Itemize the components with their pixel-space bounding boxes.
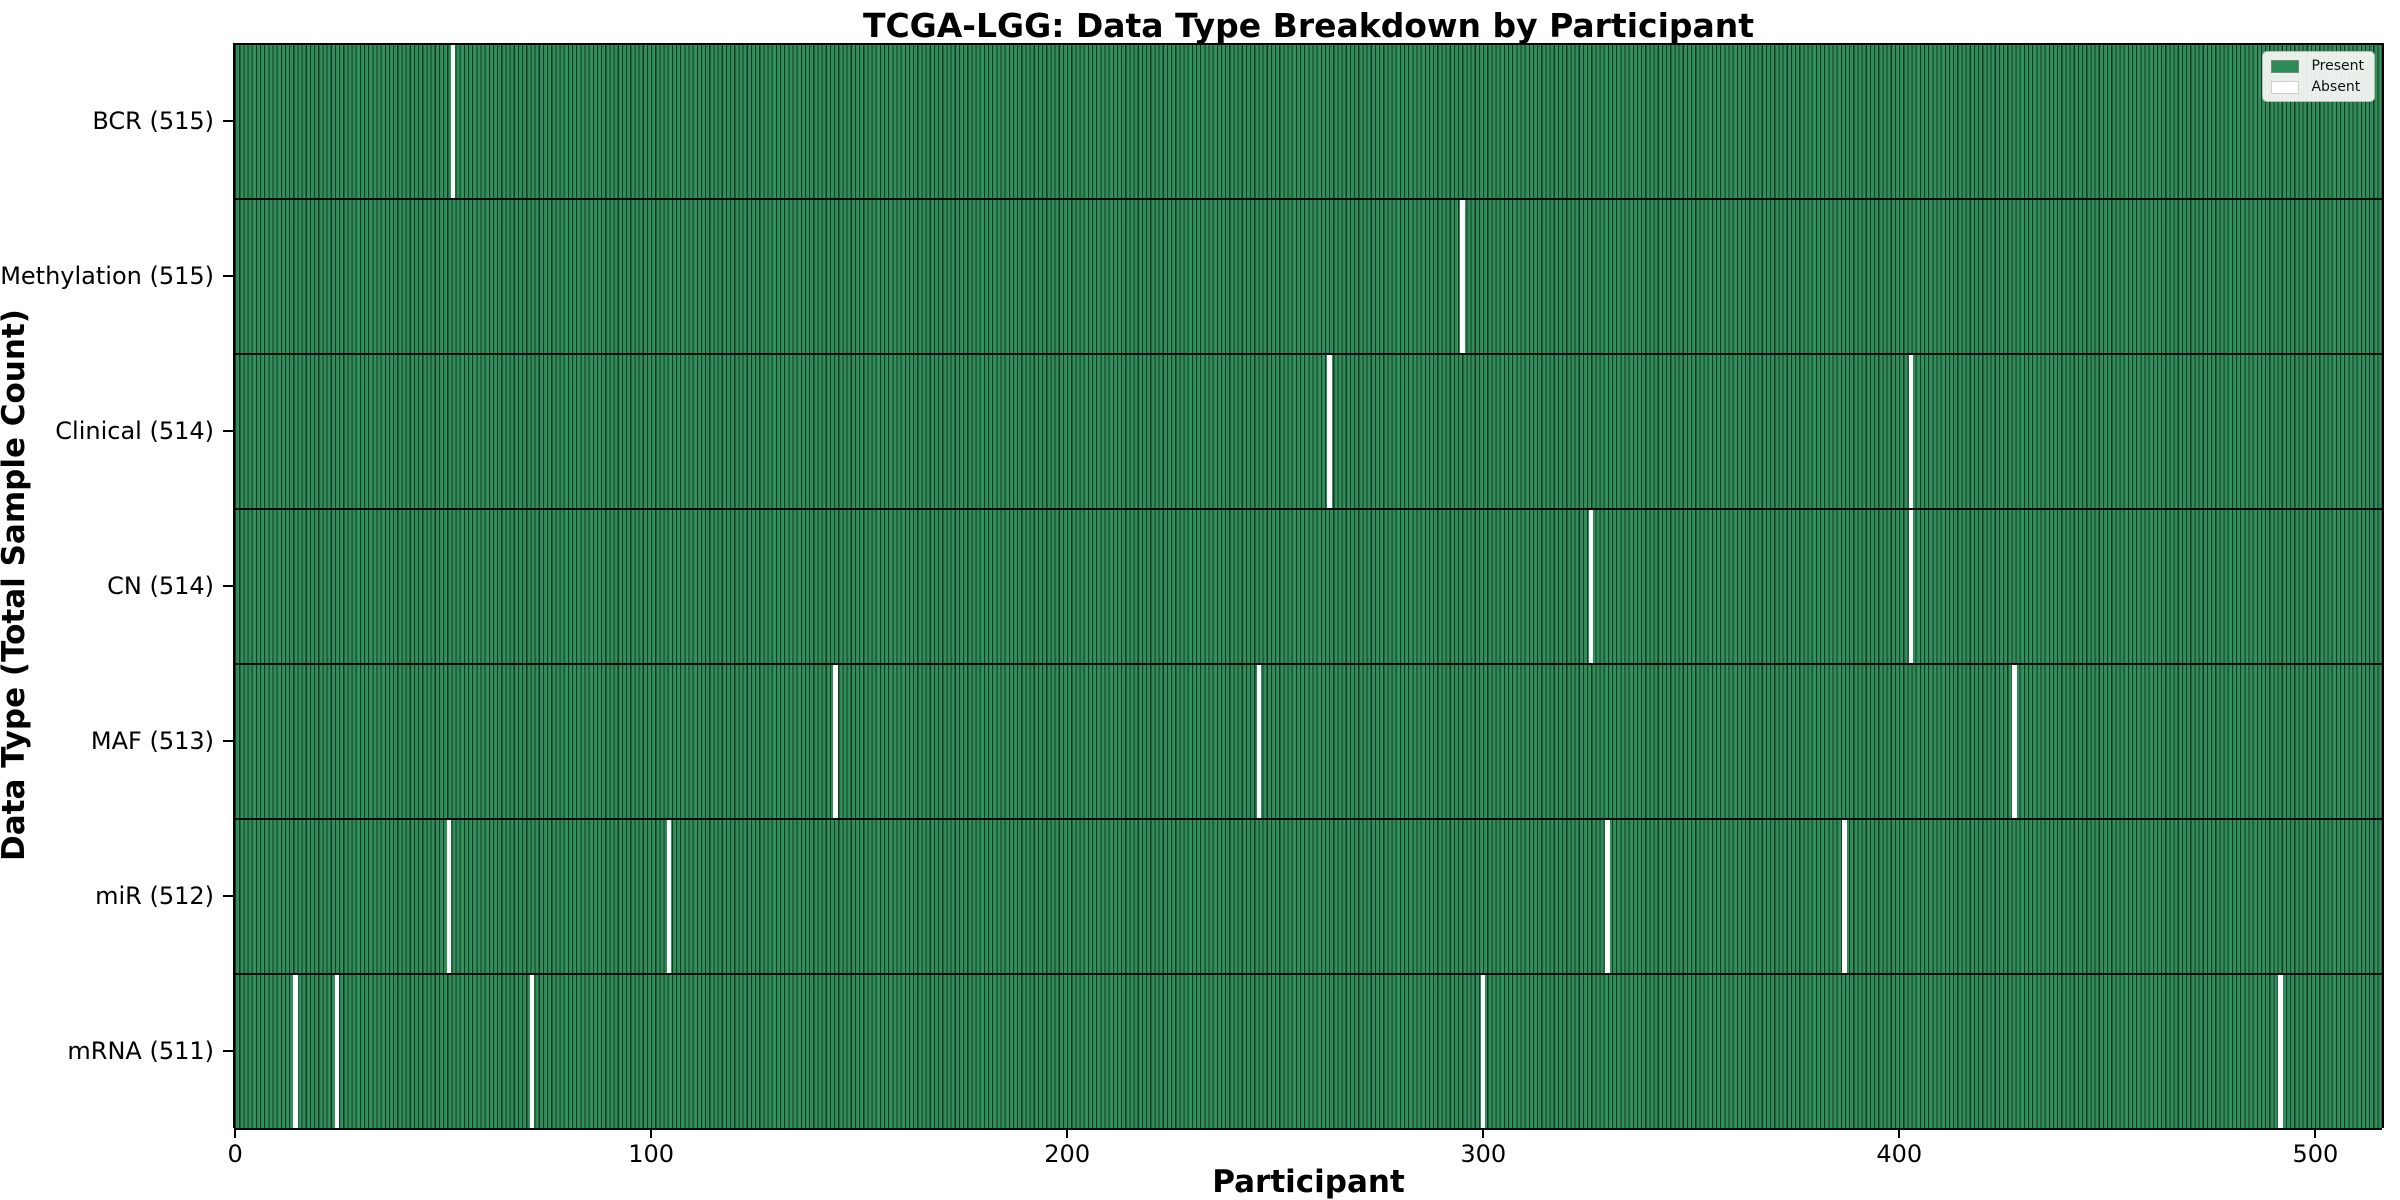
absent-gap	[450, 45, 456, 198]
y-tick-mark	[223, 894, 233, 897]
absent-gap	[1908, 510, 1914, 663]
absent-gap	[293, 975, 298, 1128]
x-tick-label-500: 500	[2292, 1140, 2339, 1168]
x-tick-label-300: 300	[1460, 1140, 1507, 1168]
legend: Present Absent	[2262, 51, 2375, 102]
x-axis-label: Participant	[1212, 1164, 1405, 1200]
legend-label-absent: Absent	[2311, 79, 2361, 95]
present-swatch	[2271, 59, 2300, 73]
absent-gap	[1842, 820, 1847, 973]
x-tick-mark	[650, 1128, 653, 1138]
absent-gap	[1460, 200, 1465, 353]
absent-swatch	[2271, 80, 2300, 94]
y-tick-mark	[223, 1049, 233, 1052]
plot-area: Present Absent	[233, 43, 2384, 1130]
legend-item-absent: Absent	[2271, 79, 2364, 95]
heatmap-row-clinical	[235, 355, 2382, 510]
x-tick-label-100: 100	[628, 1140, 675, 1168]
y-tick-mark	[223, 739, 233, 742]
legend-item-present: Present	[2271, 58, 2364, 74]
x-tick-label-400: 400	[1876, 1140, 1923, 1168]
legend-label-present: Present	[2311, 58, 2364, 74]
absent-gap	[1256, 665, 1262, 818]
y-tick-mark	[223, 429, 233, 432]
y-tick-label-mir: miR (512)	[95, 881, 214, 910]
chart-title: TCGA-LGG: Data Type Breakdown by Partici…	[862, 6, 1755, 45]
x-tick-mark	[1898, 1128, 1901, 1138]
x-tick-mark	[1066, 1128, 1069, 1138]
heatmap-row-cn	[235, 510, 2382, 665]
heatmap-row-methylation	[235, 200, 2382, 355]
y-tick-mark	[223, 119, 233, 122]
heatmap-row-mrna	[235, 975, 2382, 1130]
x-tick-mark	[234, 1128, 237, 1138]
x-tick-mark	[2314, 1128, 2317, 1138]
x-tick-label-0: 0	[227, 1140, 243, 1168]
y-tick-label-cn: CN (514)	[107, 571, 214, 600]
y-tick-label-methylation: Methylation (515)	[0, 261, 214, 290]
y-tick-label-clinical: Clinical (514)	[55, 416, 214, 445]
y-tick-mark	[223, 274, 233, 277]
x-tick-label-200: 200	[1044, 1140, 1091, 1168]
absent-gap	[446, 820, 452, 973]
heatmap-row-bcr	[235, 45, 2382, 200]
heatmap-row-maf	[235, 665, 2382, 820]
absent-gap	[2012, 665, 2017, 818]
absent-gap	[334, 975, 340, 1128]
absent-gap	[529, 975, 535, 1128]
absent-gap	[2278, 975, 2283, 1128]
heatmap-row-mir	[235, 820, 2382, 975]
absent-gap	[1327, 355, 1332, 508]
x-tick-mark	[1482, 1128, 1485, 1138]
absent-gap	[1605, 820, 1610, 973]
absent-gap	[1588, 510, 1594, 663]
y-tick-label-bcr: BCR (515)	[92, 106, 214, 135]
absent-gap	[833, 665, 838, 818]
absent-gap	[1908, 355, 1914, 508]
y-tick-mark	[223, 584, 233, 587]
absent-gap	[666, 820, 672, 973]
absent-gap	[1480, 975, 1486, 1128]
y-tick-label-mrna: mRNA (511)	[67, 1036, 214, 1065]
y-axis-label: Data Type (Total Sample Count)	[0, 309, 32, 861]
y-tick-label-maf: MAF (513)	[90, 726, 214, 755]
